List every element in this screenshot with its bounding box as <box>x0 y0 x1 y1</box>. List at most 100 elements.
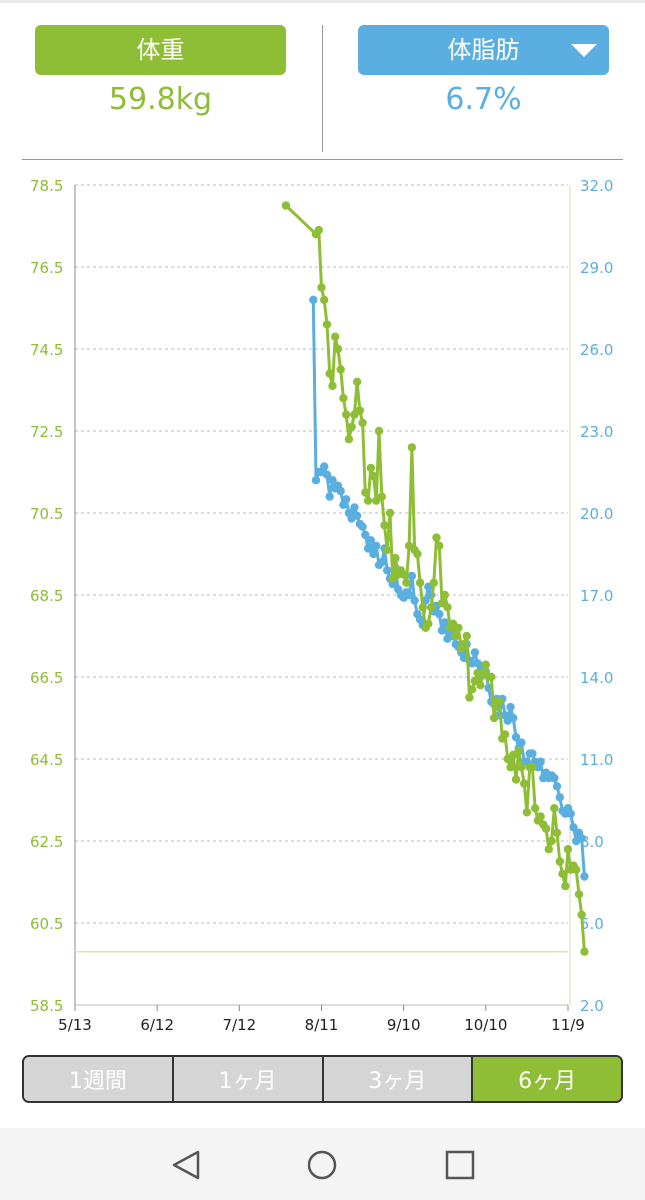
body-fat-metric-dropdown[interactable]: 体脂肪 <box>358 25 609 75</box>
body-fat-data-point <box>552 782 562 791</box>
y-right-tick-label: 11.0 <box>580 751 613 769</box>
weight-data-point <box>355 406 364 415</box>
weight-data-point <box>322 320 332 329</box>
body-fat-data-point <box>528 749 537 758</box>
weight-data-point <box>336 365 345 374</box>
weight-data-point <box>522 808 532 817</box>
y-left-tick-label: 62.5 <box>30 833 63 851</box>
header-divider <box>322 25 323 152</box>
body-fat-data-point <box>369 549 378 559</box>
y-left-tick-label: 76.5 <box>30 259 63 277</box>
weight-data-point <box>358 418 367 427</box>
body-fat-value: 6.7% <box>445 82 522 117</box>
weight-data-point <box>429 578 438 587</box>
weight-data-point <box>435 541 444 550</box>
weight-data-point <box>418 603 427 612</box>
body-fat-data-point <box>322 470 332 479</box>
body-fat-data-point <box>407 571 417 581</box>
weight-data-point <box>520 779 529 788</box>
body-fat-data-point <box>311 476 321 485</box>
weight-data-point <box>402 578 411 587</box>
weight-data-point <box>555 857 564 866</box>
weight-data-point <box>500 730 510 739</box>
body-fat-data-point <box>350 503 359 512</box>
body-fat-data-point <box>342 495 351 504</box>
weight-data-point <box>506 763 515 772</box>
weight-metric-button[interactable]: 体重 <box>35 25 286 75</box>
weight-body-fat-chart: 78.5 32.0 76.5 29.0 74.5 26.0 72.5 23.0 70.5 20.0… <box>30 177 613 1034</box>
weight-data-point <box>487 672 496 682</box>
weight-data-point <box>517 763 526 772</box>
body-fat-data-point <box>383 566 392 575</box>
weight-data-point <box>495 697 504 706</box>
x-tick-label: 10/10 <box>464 1016 507 1034</box>
body-fat-data-point <box>437 626 447 635</box>
body-fat-data-point <box>555 793 564 802</box>
weight-data-point <box>380 521 389 530</box>
tab-3-months[interactable]: 3ヶ月 <box>323 1057 474 1101</box>
y-left-tick-label: 72.5 <box>30 423 63 441</box>
weight-data-point <box>363 496 373 505</box>
body-fat-data-point <box>511 732 521 742</box>
weight-data-point <box>454 623 463 632</box>
y-right-tick-label: 32.0 <box>580 177 613 195</box>
body-fat-data-point <box>377 558 386 567</box>
weight-data-point <box>552 828 562 837</box>
x-tick-label: 9/10 <box>387 1016 421 1034</box>
weight-value: 59.8kg <box>108 82 213 117</box>
body-fat-data-point <box>517 738 526 747</box>
tab-1-month[interactable]: 1ヶ月 <box>173 1057 324 1101</box>
recents-icon[interactable] <box>443 1148 477 1182</box>
body-fat-data-point <box>358 522 367 531</box>
weight-data-point <box>374 426 384 436</box>
weight-data-point <box>347 422 356 432</box>
x-tick-label: 8/11 <box>305 1016 339 1034</box>
body-fat-data-point <box>435 609 444 619</box>
x-tick-label: 11/9 <box>551 1016 585 1034</box>
weight-data-point <box>563 845 573 854</box>
dropdown-caret-icon <box>571 44 597 57</box>
weight-data-point <box>342 410 351 419</box>
weight-data-point <box>577 910 586 919</box>
body-fat-data-point <box>325 492 334 501</box>
y-right-tick-label: 8.0 <box>580 833 604 851</box>
weight-data-point <box>489 713 499 723</box>
weight-data-point <box>344 435 354 444</box>
weight-data-point <box>281 201 291 210</box>
weight-data-point <box>544 845 553 854</box>
weight-data-point <box>580 947 589 956</box>
top-edge <box>0 0 645 3</box>
body-fat-data-point <box>352 511 362 520</box>
y-right-tick-label: 23.0 <box>580 423 613 441</box>
home-icon[interactable] <box>305 1148 339 1182</box>
tab-1-week[interactable]: 1週間 <box>24 1057 174 1101</box>
weight-data-point <box>391 553 400 563</box>
weight-data-point <box>467 685 477 694</box>
body-fat-data-point <box>336 486 345 496</box>
weight-data-point <box>476 681 485 690</box>
weight-data-point <box>361 488 370 497</box>
y-left-tick-label: 58.5 <box>30 997 63 1015</box>
weight-data-point <box>572 865 581 874</box>
weight-data-point <box>333 344 343 354</box>
y-left-tick-label: 64.5 <box>30 751 63 769</box>
x-tick-label: 7/12 <box>222 1016 256 1034</box>
weight-data-point <box>383 545 392 555</box>
weight-data-point <box>377 492 386 501</box>
weight-data-point <box>481 660 490 669</box>
weight-data-point <box>399 570 408 579</box>
weight-data-point <box>574 890 584 899</box>
body-fat-data-point <box>410 596 419 605</box>
weight-data-point <box>426 603 436 612</box>
back-icon[interactable] <box>168 1148 202 1182</box>
weight-data-point <box>451 631 460 641</box>
system-nav-bar <box>0 1128 645 1200</box>
weight-data-point <box>528 763 537 772</box>
weight-data-point <box>465 693 474 702</box>
tab-6-months[interactable]: 6ヶ月 <box>473 1057 621 1101</box>
weight-data-point <box>536 812 545 821</box>
body-fat-data-point <box>569 823 578 832</box>
body-fat-data-point <box>320 462 329 471</box>
weight-data-point <box>415 578 425 587</box>
weight-data-point <box>314 225 323 235</box>
